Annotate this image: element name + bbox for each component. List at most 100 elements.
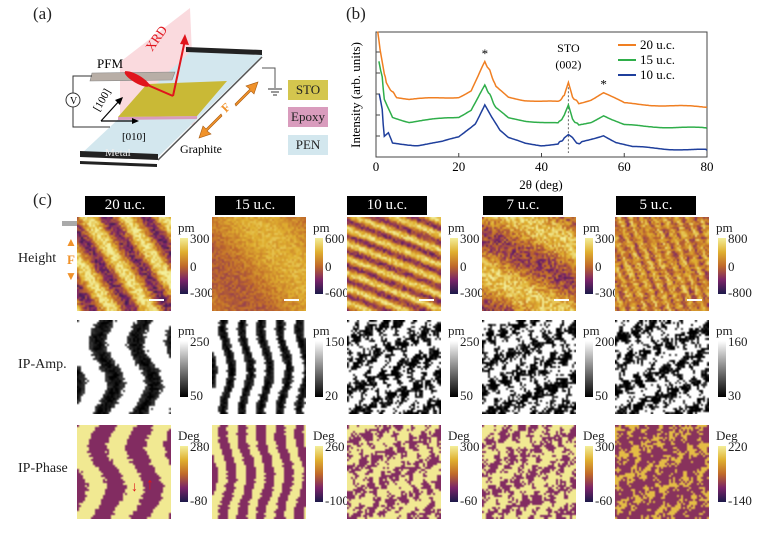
column-title: 10 u.c. (347, 196, 427, 215)
colorbar-amp (585, 341, 593, 397)
pfm-map-phase (482, 425, 576, 519)
colorbar-min-label: -60 (595, 493, 613, 508)
pfm-map-phase (347, 425, 441, 519)
colorbar-max-label: 250 (190, 334, 210, 349)
scale-bar (687, 299, 702, 301)
axis-010-label: [010] (122, 131, 146, 143)
colorbar-height (718, 238, 726, 294)
colorbar-max-label: 150 (325, 334, 345, 349)
voltage-label: V (70, 96, 78, 107)
colorbar-min-label: -60 (460, 493, 478, 508)
colorbar-min-label: -600 (325, 285, 349, 300)
colorbar-min-label: -140 (728, 493, 752, 508)
peak-marker: * (600, 77, 607, 92)
pfm-map-amp (347, 320, 441, 414)
colorbar-unit: pm (448, 220, 465, 235)
metal-electrode-front-lower (80, 161, 157, 167)
force-label-c: F (67, 252, 75, 267)
colorbar-min-label: -300 (595, 285, 619, 300)
colorbar-phase (450, 446, 458, 502)
colorbar-unit: Deg (716, 428, 738, 443)
colorbar-min-label: -300 (460, 285, 484, 300)
pfm-map-amp (482, 320, 576, 414)
colorbar-unit: pm (313, 323, 330, 338)
colorbar-phase (718, 446, 726, 502)
colorbar-min-label: 50 (595, 388, 608, 403)
sto-002-annotation: (002) (555, 57, 581, 71)
scale-bar (284, 299, 299, 301)
legend-pen: PEN (288, 135, 328, 155)
row-label-height: Height (18, 251, 57, 266)
pfm-map-phase (212, 425, 306, 519)
panel-b-label: (b) (346, 4, 366, 23)
ground-wire (262, 67, 276, 88)
colorbar-max-label: 160 (728, 334, 748, 349)
colorbar-phase (180, 446, 188, 502)
series-line-15-u-c- (378, 61, 708, 129)
polarization-down-arrow-icon: ↓ (131, 480, 138, 495)
colorbar-phase (585, 446, 593, 502)
colorbar-mid-label: 0 (460, 259, 467, 274)
pfm-map-height (482, 217, 576, 311)
colorbar-max-label: 300 (595, 231, 615, 246)
graphite-edge (157, 56, 263, 161)
colorbar-mid-label: 0 (325, 259, 332, 274)
circuit-wire (72, 75, 110, 128)
panel-a-label: (a) (33, 4, 52, 23)
axis-100-label: [100] (91, 87, 113, 114)
colorbar-unit: Deg (583, 428, 605, 443)
y-axis-label: Intensity (arb. units) (348, 42, 363, 148)
legend-label: 15 u.c. (640, 52, 675, 67)
pfm-map-amp (615, 320, 709, 414)
colorbar-min-label: -300 (190, 285, 214, 300)
x-tick-label: 20 (452, 159, 465, 174)
colorbar-unit: pm (178, 220, 195, 235)
polarization-up-arrow-icon: ↑ (146, 476, 154, 493)
colorbar-max-label: 220 (728, 439, 748, 454)
colorbar-max-label: 300 (190, 231, 210, 246)
pfm-map-phase (615, 425, 709, 519)
colorbar-unit: Deg (448, 428, 470, 443)
colorbar-mid-label: 0 (190, 259, 197, 274)
series-line-10-u-c- (378, 94, 708, 151)
panel-c-label: (c) (33, 190, 52, 209)
colorbar-unit: pm (716, 323, 733, 338)
colorbar-max-label: 300 (595, 439, 615, 454)
voltage-source-icon (65, 92, 81, 108)
colorbar-max-label: 260 (325, 439, 345, 454)
colorbar-unit: pm (448, 323, 465, 338)
graphite-label: Graphite (180, 142, 222, 156)
metal-label: Metal (105, 147, 131, 159)
force-label: F (218, 100, 233, 115)
colorbar-unit: pm (716, 220, 733, 235)
colorbar-unit: pm (583, 220, 600, 235)
axis-100-arrow (100, 99, 121, 122)
row-label-ip-amp: IP-Amp. (18, 357, 67, 372)
pfm-map-amp (212, 320, 306, 414)
x-tick-label: 0 (373, 159, 380, 174)
column-title: 15 u.c. (215, 196, 295, 215)
pfm-map-height (615, 217, 709, 311)
sto-annotation: STO (557, 41, 580, 55)
beam-lobe (124, 71, 150, 87)
peak-marker: * (482, 46, 489, 61)
pfm-map-height (77, 217, 171, 311)
colorbar-min-label: -100 (325, 493, 349, 508)
colorbar-max-label: 280 (190, 439, 210, 454)
epoxy-layer (118, 116, 197, 120)
ground-icon (268, 88, 282, 96)
colorbar-mid-label: 0 (728, 259, 735, 274)
scale-bar (554, 299, 569, 301)
x-tick-label: 80 (701, 159, 714, 174)
colorbar-max-label: 250 (460, 334, 480, 349)
column-title: 7 u.c. (483, 196, 563, 215)
cantilever-marker (62, 221, 78, 226)
column-title: 20 u.c. (85, 196, 165, 215)
x-tick-label: 40 (535, 159, 548, 174)
sto-film (118, 81, 227, 117)
legend-epoxy: Epoxy (288, 107, 328, 127)
colorbar-min-label: 50 (460, 388, 473, 403)
colorbar-max-label: 300 (460, 439, 480, 454)
colorbar-height (450, 238, 458, 294)
colorbar-max-label: 800 (728, 231, 748, 246)
